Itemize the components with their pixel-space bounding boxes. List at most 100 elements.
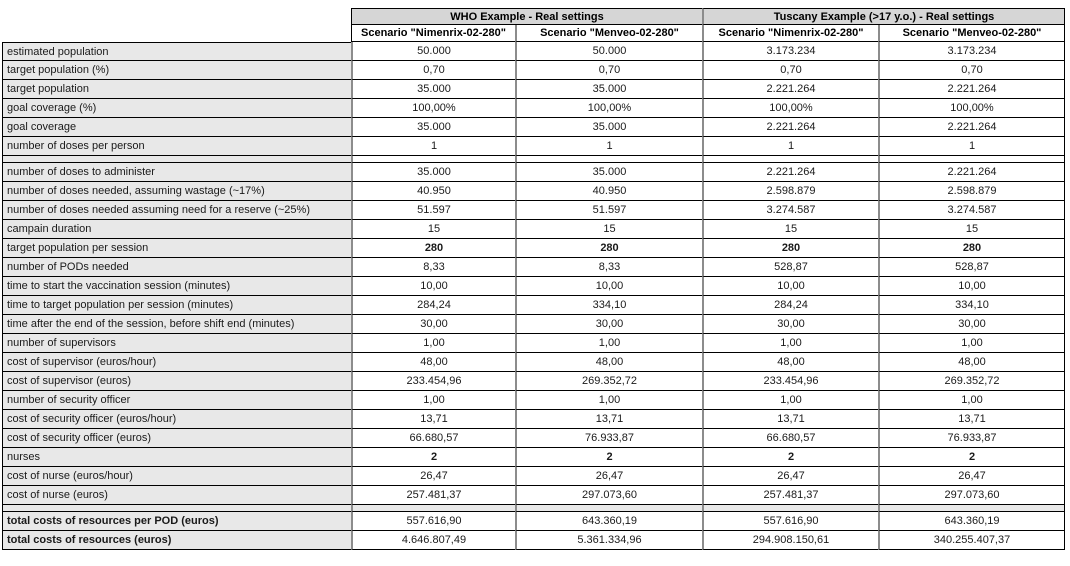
row-label: number of supervisors [2,334,351,353]
group-header-who: WHO Example - Real settings [351,8,702,25]
cell-value: 30,00 [351,315,515,334]
cell-value: 2 [515,448,702,467]
scenario-header-who-nimenrix: Scenario "Nimenrix-02-280" [351,25,515,42]
cell-value: 1,00 [351,391,515,410]
cell-value: 13,71 [351,410,515,429]
cell-value: 1,00 [515,391,702,410]
cell-value: 30,00 [878,315,1065,334]
cell-value: 269.352,72 [878,372,1065,391]
table-row: total costs of resources (euros) 4.646.80… [2,531,1065,550]
cell-value: 2 [702,448,878,467]
spacer-cell [2,505,351,512]
cell-value: 15 [351,220,515,239]
row-label: time to target population per session (m… [2,296,351,315]
spacer-cell [878,505,1065,512]
scenario-header-row: Scenario "Nimenrix-02-280" Scenario "Men… [2,25,1065,42]
cell-value: 294.908.150,61 [702,531,878,550]
cell-value: 35.000 [351,118,515,137]
cell-value: 280 [878,239,1065,258]
table-row: number of doses to administer 35.000 35.00… [2,163,1065,182]
cell-value: 334,10 [515,296,702,315]
cell-value: 66.680,57 [351,429,515,448]
cell-value: 13,71 [702,410,878,429]
cell-value: 35.000 [351,80,515,99]
cell-value: 643.360,19 [878,512,1065,531]
cell-value: 2.221.264 [702,118,878,137]
group-header-tuscany: Tuscany Example (>17 y.o.) - Real settin… [702,8,1065,25]
cell-value: 1,00 [878,391,1065,410]
cell-value: 1,00 [878,334,1065,353]
table-row: number of doses needed assuming need for… [2,201,1065,220]
cell-value: 297.073,60 [878,486,1065,505]
table-row: campain duration 15 15 15 15 [2,220,1065,239]
cost-table: WHO Example - Real settings Tuscany Exam… [2,8,1065,550]
cell-value: 233.454,96 [351,372,515,391]
cell-value: 2.221.264 [878,163,1065,182]
row-label: number of PODs needed [2,258,351,277]
cell-value: 50.000 [515,42,702,61]
spacer-cell [515,156,702,163]
table-row: cost of supervisor (euros/hour) 48,00 48,0… [2,353,1065,372]
row-label: estimated population [2,42,351,61]
row-label: cost of supervisor (euros/hour) [2,353,351,372]
spacer-cell [515,505,702,512]
row-label: cost of supervisor (euros) [2,372,351,391]
cell-value: 528,87 [878,258,1065,277]
cell-value: 1 [702,137,878,156]
cell-value: 8,33 [515,258,702,277]
row-label: total costs of resources per POD (euros) [2,512,351,531]
cell-value: 8,33 [351,258,515,277]
cell-value: 643.360,19 [515,512,702,531]
cell-value: 35.000 [515,80,702,99]
cell-value: 100,00% [878,99,1065,118]
row-label: target population (%) [2,61,351,80]
spacer-row [2,156,1065,163]
table-row: goal coverage 35.000 35.000 2.221.264 2.221.… [2,118,1065,137]
cell-value: 2 [351,448,515,467]
cell-value: 100,00% [351,99,515,118]
cell-value: 26,47 [878,467,1065,486]
cell-value: 10,00 [351,277,515,296]
row-label: time after the end of the session, befor… [2,315,351,334]
row-label: goal coverage (%) [2,99,351,118]
table-row: number of security officer 1,00 1,00 1,00 1,… [2,391,1065,410]
cell-value: 1 [515,137,702,156]
cell-value: 5.361.334,96 [515,531,702,550]
scenario-header-tuscany-menveo: Scenario "Menveo-02-280" [878,25,1065,42]
table-row: time to start the vaccination session (m… [2,277,1065,296]
cell-value: 48,00 [351,353,515,372]
cell-value: 0,70 [351,61,515,80]
table-row: nurses 2 2 2 2 [2,448,1065,467]
cell-value: 13,71 [878,410,1065,429]
cell-value: 2.598.879 [702,182,878,201]
corner-cell [2,8,351,25]
cell-value: 0,70 [702,61,878,80]
cell-value: 284,24 [351,296,515,315]
cell-value: 334,10 [878,296,1065,315]
table-row: goal coverage (%) 100,00% 100,00% 100,00% 10… [2,99,1065,118]
table-row: number of doses per person 1 1 1 1 [2,137,1065,156]
cell-value: 30,00 [702,315,878,334]
cell-value: 1,00 [702,391,878,410]
cell-value: 269.352,72 [515,372,702,391]
row-label: cost of security officer (euros) [2,429,351,448]
cell-value: 76.933,87 [515,429,702,448]
cell-value: 297.073,60 [515,486,702,505]
table-row: cost of nurse (euros/hour) 26,47 26,47 26,4… [2,467,1065,486]
table-row: cost of security officer (euros/hour) 13,… [2,410,1065,429]
table-row: time after the end of the session, befor… [2,315,1065,334]
cell-value: 35.000 [515,163,702,182]
row-label: target population per session [2,239,351,258]
row-label: number of doses needed assuming need for… [2,201,351,220]
cell-value: 26,47 [515,467,702,486]
cell-value: 257.481,37 [702,486,878,505]
spacer-row [2,505,1065,512]
table-row: target population per session 280 280 280 28… [2,239,1065,258]
cell-value: 2 [878,448,1065,467]
spacer-cell [702,156,878,163]
table-body: estimated population 50.000 50.000 3.173.23… [2,42,1065,550]
table-row: number of doses needed, assuming wastage… [2,182,1065,201]
row-label: cost of nurse (euros) [2,486,351,505]
table-row: number of supervisors 1,00 1,00 1,00 1,00 [2,334,1065,353]
cell-value: 2.221.264 [702,80,878,99]
